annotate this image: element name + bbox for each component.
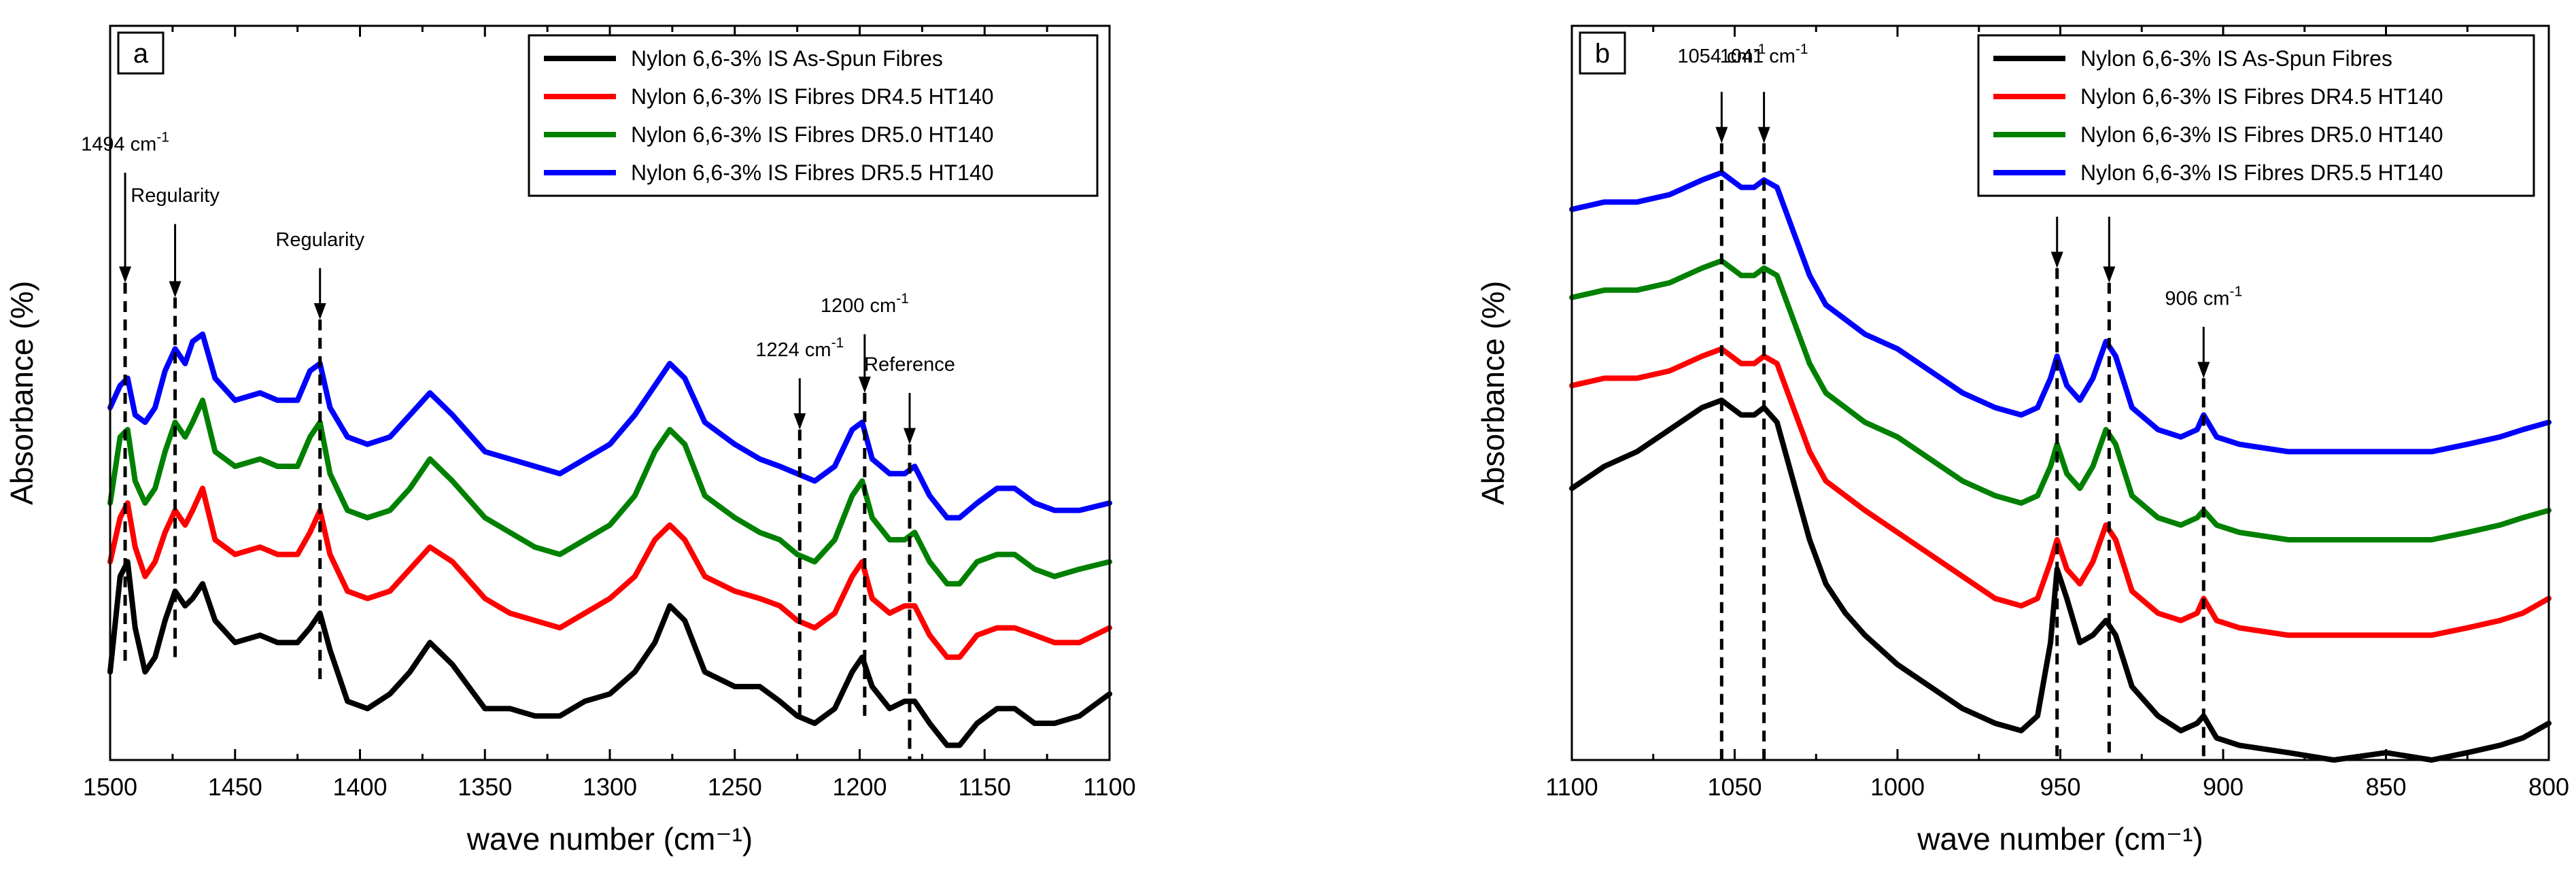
panel-label: a — [133, 39, 149, 69]
legend-entry-3: Nylon 6,6-3% IS Fibres DR5.0 HT140 — [2080, 122, 2443, 147]
marker-arrow-head-1180-reference — [904, 428, 916, 445]
marker-arrow-head-951 — [2050, 252, 2063, 269]
x-tick-label-1150: 1150 — [959, 773, 1011, 801]
marker-arrow-head-1494 — [119, 266, 132, 283]
x-tick-label-1500: 1500 — [83, 773, 137, 801]
marker-label-sup-1041: -1 — [1796, 41, 1808, 57]
x-tick-label-800: 800 — [2528, 773, 2569, 801]
legend-entry-4: Nylon 6,6-3% IS Fibres DR5.5 HT140 — [2080, 160, 2443, 185]
series-line-4 — [1569, 170, 2552, 455]
legend-box — [1977, 34, 2535, 197]
marker-label-906: 906 cm-1 — [2165, 283, 2242, 309]
marker-label-1180-reference: Reference — [864, 354, 955, 376]
x-tick-label-1200: 1200 — [832, 773, 887, 801]
legend-entry-1: Nylon 6,6-3% IS As-Spun Fibres — [631, 46, 943, 71]
panel-label: b — [1595, 39, 1610, 69]
marker-label-1224: 1224 cm-1 — [755, 335, 844, 361]
marker-arrow-head-1200 — [858, 377, 871, 393]
series-line-4 — [107, 331, 1112, 521]
x-tick-label-850: 850 — [2365, 773, 2406, 801]
series-line-3 — [1569, 258, 2552, 542]
marker-label-text-1180-reference: Reference — [864, 354, 955, 376]
x-tick-label-1400: 1400 — [332, 773, 387, 801]
series-line-2 — [1569, 346, 2552, 638]
x-tick-label-1450: 1450 — [208, 773, 262, 801]
marker-label-1041: 1041 cm-1 — [1720, 41, 1808, 67]
marker-label-sup-1054: -1 — [1753, 41, 1766, 57]
marker-label-text-1054: 1054 cm — [1677, 46, 1753, 67]
marker-label-text-1041: 1041 cm — [1720, 46, 1796, 67]
legend-box — [528, 34, 1099, 197]
legend-entry-1: Nylon 6,6-3% IS As-Spun Fibres — [2080, 46, 2392, 71]
marker-label-sup-1224: -1 — [831, 335, 844, 351]
y-axis-title: Absorbance (%) — [1475, 281, 1511, 505]
marker-arrow-head-1416-regularity — [313, 303, 326, 319]
x-tick-label-900: 900 — [2203, 773, 2244, 801]
x-tick-label-950: 950 — [2040, 773, 2080, 801]
panel-label-box — [1579, 31, 1626, 75]
legend-entry-4: Nylon 6,6-3% IS Fibres DR5.5 HT140 — [631, 160, 994, 185]
marker-label-1200: 1200 cm-1 — [821, 291, 909, 317]
x-axis-title: wave number (cm⁻¹) — [466, 821, 753, 857]
x-tick-label-1100: 1100 — [1083, 773, 1135, 801]
x-tick-label-1350: 1350 — [458, 773, 512, 801]
x-tick-label-1300: 1300 — [583, 773, 637, 801]
marker-label-1416-regularity: Regularity — [275, 229, 364, 251]
series-line-1 — [107, 559, 1112, 748]
series-line-1 — [1569, 397, 2552, 763]
marker-arrow-head-1224 — [793, 413, 806, 430]
marker-label-text-906: 906 cm — [2165, 288, 2229, 309]
marker-label-1494: 1494 cm-1 — [81, 130, 169, 156]
y-axis-title: Absorbance (%) — [4, 281, 39, 505]
marker-label-1054: 1054 cm-1 — [1677, 41, 1766, 67]
marker-label-text-1416-regularity: Regularity — [275, 229, 364, 251]
marker-label-sup-1200: -1 — [896, 291, 909, 307]
marker-arrow-head-1054 — [1715, 126, 1728, 143]
marker-arrow-head-935 — [2103, 266, 2116, 283]
x-tick-label-1100: 1100 — [1545, 773, 1598, 801]
marker-arrow-head-1474-regularity — [169, 281, 182, 298]
panel-label-box — [117, 31, 165, 75]
marker-label-sup-906: -1 — [2229, 283, 2242, 299]
marker-label-text-1224: 1224 cm — [755, 339, 831, 361]
x-axis-title: wave number (cm⁻¹) — [1917, 821, 2203, 857]
legend-entry-3: Nylon 6,6-3% IS Fibres DR5.0 HT140 — [631, 122, 994, 147]
marker-arrow-head-906 — [2197, 362, 2210, 379]
marker-arrow-head-1041 — [1757, 126, 1770, 143]
series-line-3 — [107, 397, 1112, 587]
legend-entry-2: Nylon 6,6-3% IS Fibres DR4.5 HT140 — [631, 84, 994, 109]
x-tick-label-1050: 1050 — [1707, 773, 1762, 801]
marker-label-1474-regularity: Regularity — [131, 185, 220, 207]
marker-label-text-1474-regularity: Regularity — [131, 185, 220, 207]
x-tick-label-1000: 1000 — [1870, 773, 1925, 801]
marker-label-text-1494: 1494 cm — [81, 134, 156, 156]
marker-label-text-1200: 1200 cm — [821, 295, 896, 317]
x-tick-label-1250: 1250 — [708, 773, 762, 801]
legend-entry-2: Nylon 6,6-3% IS Fibres DR4.5 HT140 — [2080, 84, 2443, 109]
marker-label-sup-1494: -1 — [156, 130, 169, 145]
series-line-2 — [107, 485, 1112, 660]
